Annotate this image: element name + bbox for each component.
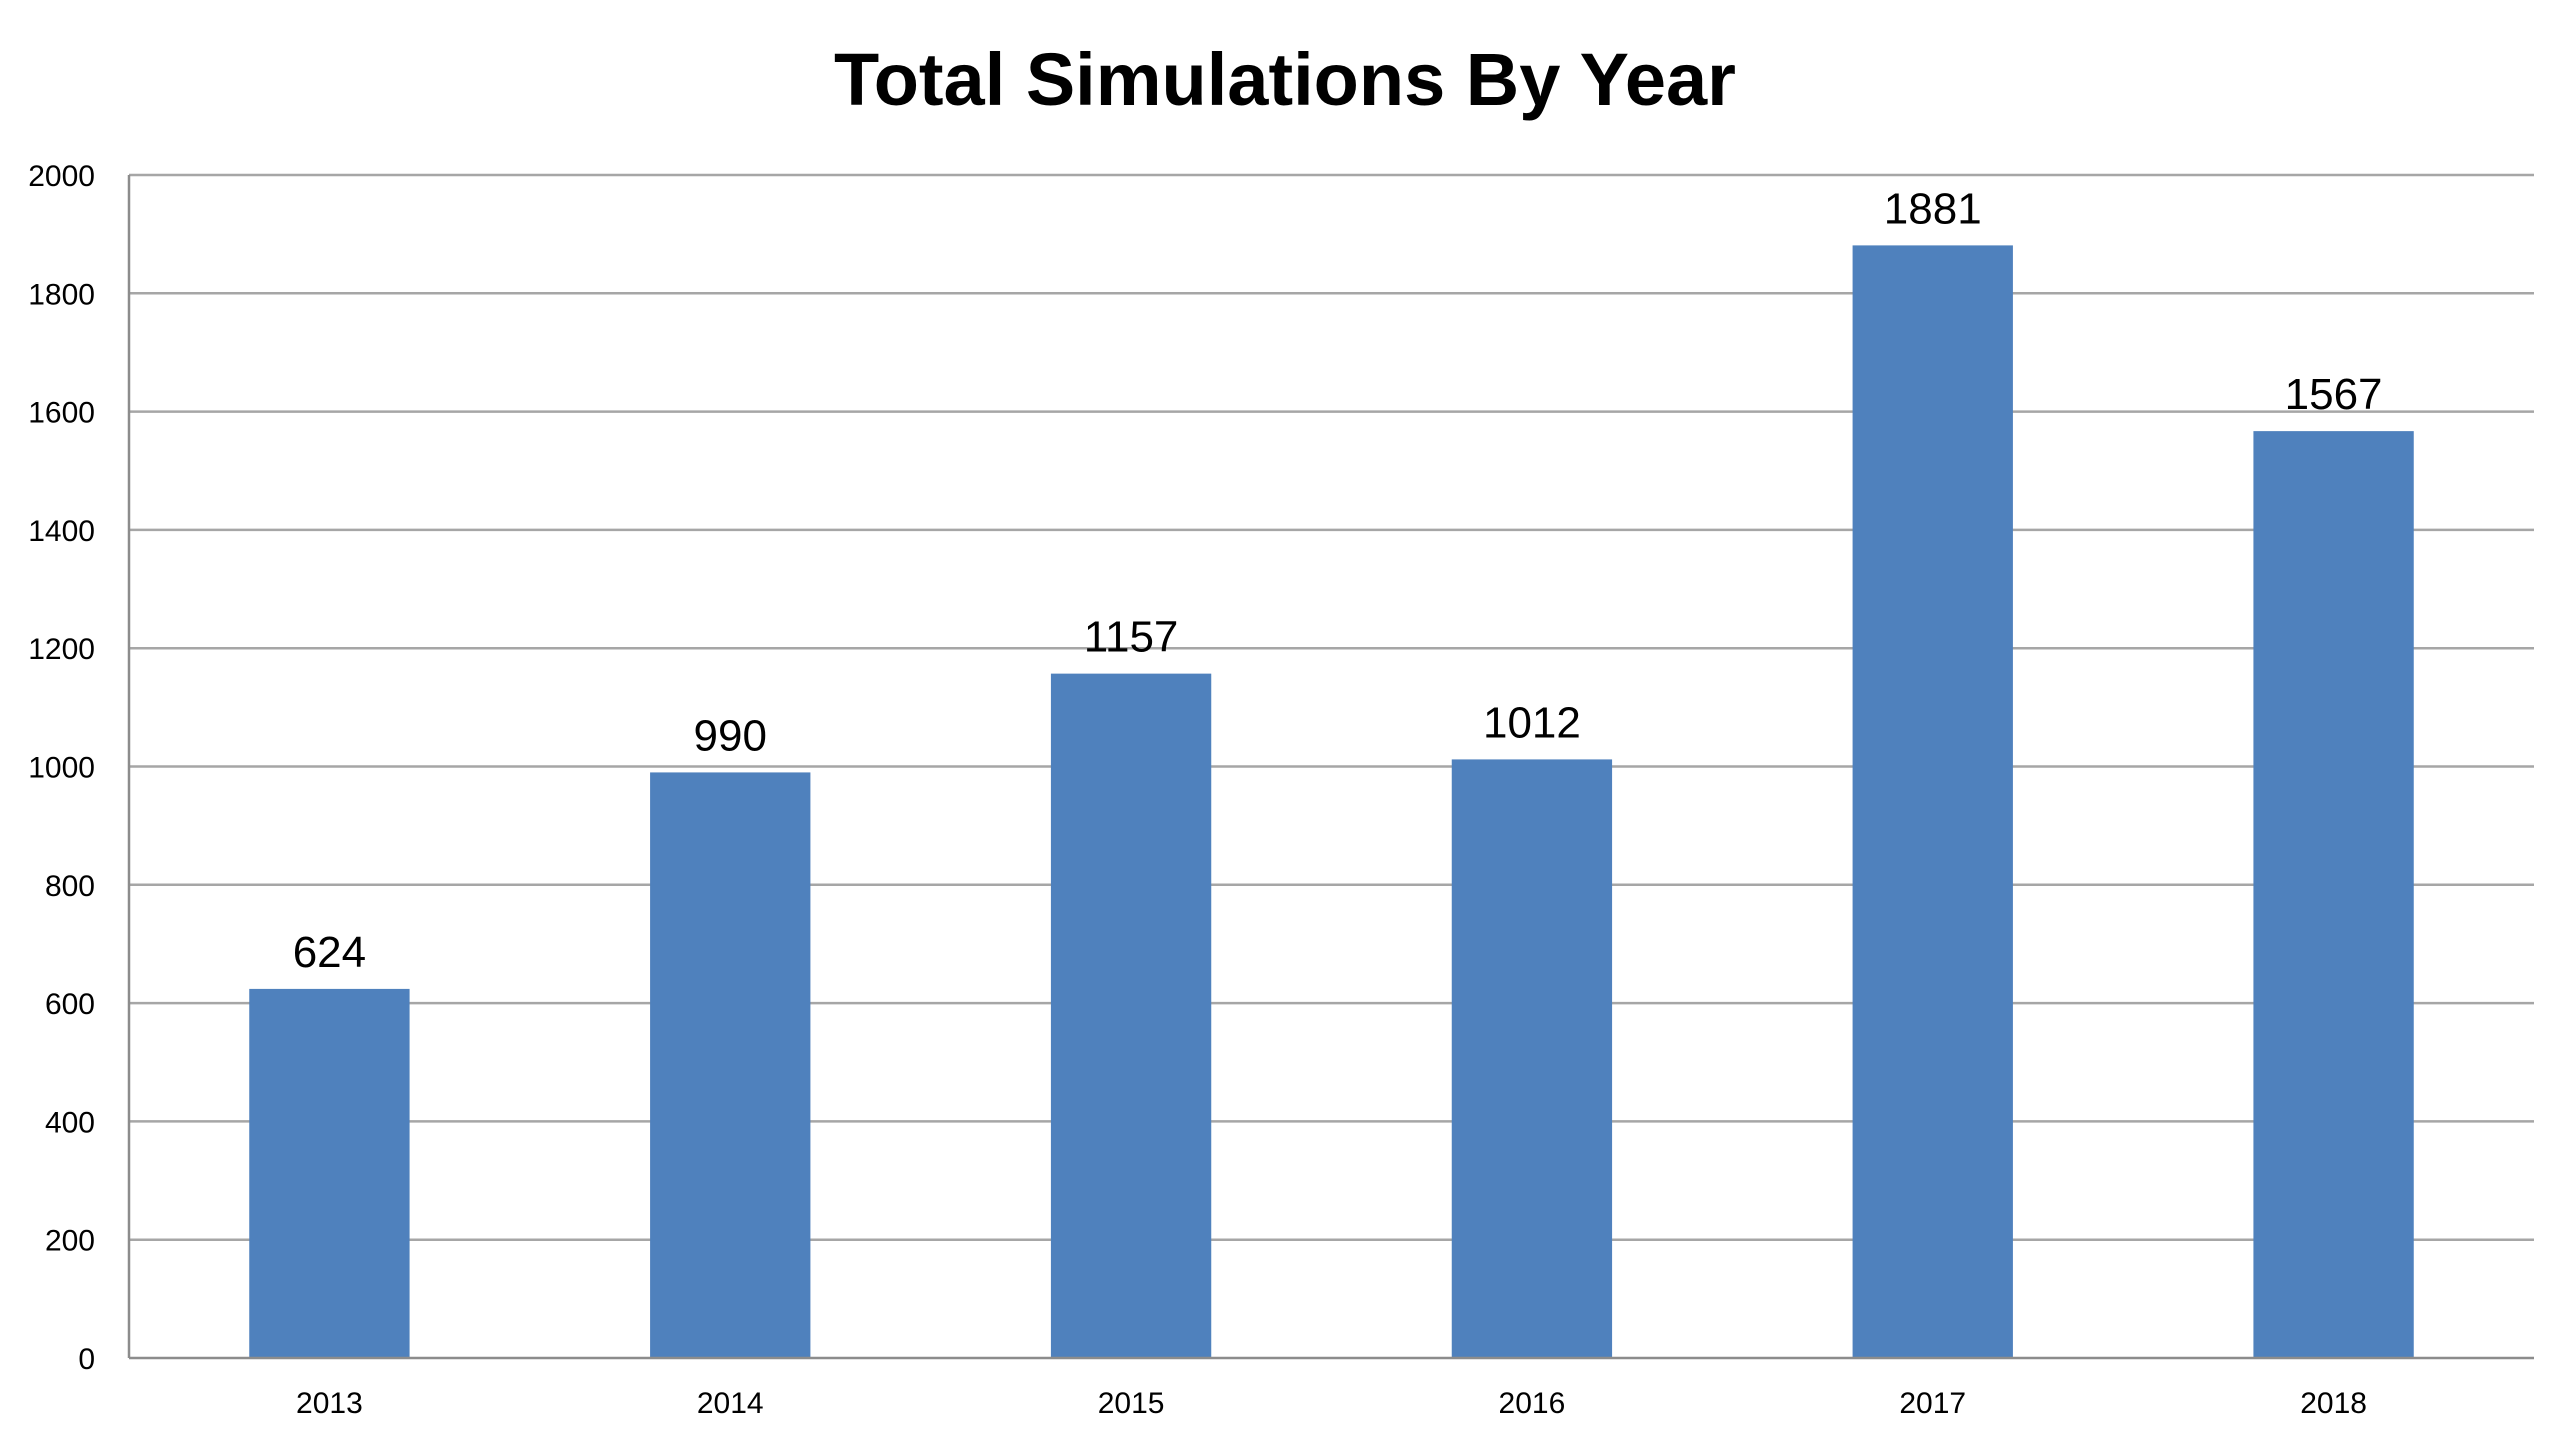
y-tick-label: 1400 (28, 515, 95, 548)
x-tick-label: 2016 (1499, 1387, 1566, 1420)
y-tick-label: 0 (78, 1343, 95, 1376)
y-tick-label: 2000 (28, 160, 95, 193)
bar-2016 (1451, 759, 1613, 1358)
x-tick-label: 2013 (296, 1387, 363, 1420)
x-tick-label: 2014 (697, 1387, 764, 1420)
bar-2018 (2253, 431, 2414, 1358)
data-label-2017: 1881 (1884, 184, 1982, 233)
bar-2017 (1852, 245, 2013, 1358)
y-tick-label: 1600 (28, 397, 95, 430)
bar-2014 (650, 772, 811, 1358)
y-tick-label: 800 (45, 870, 95, 903)
y-tick-label: 600 (45, 988, 95, 1021)
y-tick-label: 400 (45, 1106, 95, 1139)
x-tick-label: 2017 (1899, 1387, 1966, 1420)
data-label-2015: 1157 (1084, 613, 1179, 662)
data-label-2014: 990 (694, 711, 767, 760)
data-label-2018: 1567 (2285, 370, 2383, 419)
chart-title: Total Simulations By Year (834, 38, 1736, 121)
bar-2015 (1050, 673, 1212, 1358)
data-labels: 624 990 1157 1012 1881 1567 (293, 184, 2383, 977)
y-tick-label: 1000 (28, 752, 95, 785)
data-label-2016: 1012 (1483, 698, 1581, 747)
x-axis-ticks: 2013 2014 2015 2016 2017 2018 (296, 1387, 2367, 1420)
y-axis-ticks: 0 200 400 600 800 1000 1200 1400 1600 1800 2000 (28, 160, 95, 1376)
y-tick-label: 1200 (28, 633, 95, 666)
x-tick-label: 2018 (2300, 1387, 2367, 1420)
y-tick-label: 1800 (28, 278, 95, 311)
y-tick-label: 200 (45, 1225, 95, 1258)
grid-layer (129, 173, 2534, 1241)
x-tick-label: 2015 (1098, 1387, 1165, 1420)
data-label-2013: 624 (293, 928, 366, 977)
bar-2013 (249, 988, 410, 1358)
bars (249, 245, 2414, 1358)
axes (127, 175, 2534, 1360)
